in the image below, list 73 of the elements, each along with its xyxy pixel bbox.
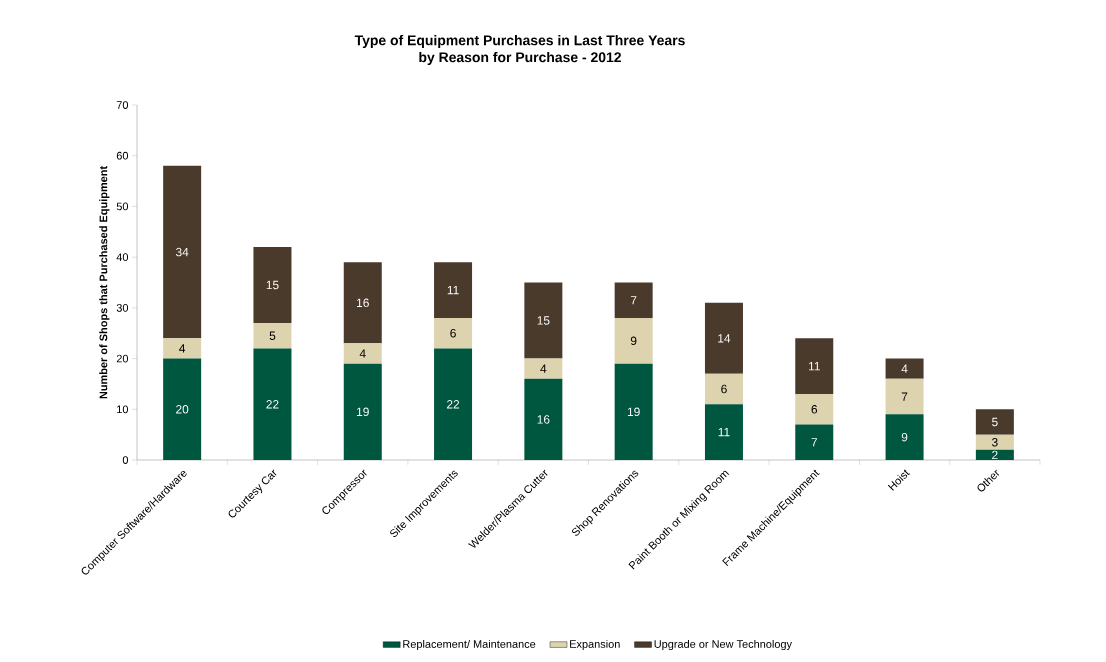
bar xyxy=(795,394,834,425)
data-label: 16 xyxy=(357,298,369,308)
data-label: 2 xyxy=(992,450,998,460)
bar xyxy=(343,343,382,364)
data-label: 6 xyxy=(450,328,456,338)
y-tick-label: 70 xyxy=(116,101,129,109)
y-tick-label: 10 xyxy=(117,405,129,414)
bar xyxy=(614,282,653,318)
data-label: 34 xyxy=(175,247,189,257)
data-label: 6 xyxy=(721,384,727,394)
data-label: 5 xyxy=(992,417,998,427)
bar xyxy=(163,165,202,339)
bar xyxy=(975,449,1014,460)
data-label: 5 xyxy=(269,331,276,340)
bar xyxy=(524,282,563,359)
data-label: 19 xyxy=(357,407,369,417)
data-label: 6 xyxy=(811,405,818,414)
bar xyxy=(614,318,653,364)
data-label: 4 xyxy=(359,349,366,358)
data-label: 19 xyxy=(627,407,640,417)
bar xyxy=(343,363,382,460)
data-label: 22 xyxy=(266,400,279,409)
bar xyxy=(975,409,1014,435)
bar xyxy=(524,358,563,379)
data-label: 15 xyxy=(537,316,550,325)
legend-label: Expansion xyxy=(570,639,620,651)
data-label: 20 xyxy=(176,405,189,414)
bar xyxy=(434,262,473,318)
data-label: 16 xyxy=(537,415,550,424)
legend-label: Upgrade or New Technology xyxy=(654,639,792,651)
data-label: 14 xyxy=(718,334,731,343)
data-label: 9 xyxy=(630,336,637,346)
bar xyxy=(163,358,202,460)
bar xyxy=(704,302,743,374)
bar xyxy=(704,404,743,460)
bar xyxy=(614,363,653,460)
y-tick-label: 20 xyxy=(116,354,129,363)
data-label: 11 xyxy=(447,286,459,295)
chart-title: Type of Equipment Purchases in Last Three Years by Reason for Purchase - 2012 xyxy=(354,35,685,65)
bar xyxy=(434,348,473,460)
data-label: 7 xyxy=(811,438,817,447)
bar xyxy=(253,323,292,349)
y-tick-label: 30 xyxy=(116,303,129,312)
data-label: 9 xyxy=(901,432,908,442)
data-label: 7 xyxy=(630,296,637,305)
data-label: 7 xyxy=(901,392,908,401)
bar xyxy=(885,414,924,460)
data-label: 4 xyxy=(901,364,908,373)
bar xyxy=(253,348,292,460)
data-label: 15 xyxy=(266,280,279,290)
data-label: 4 xyxy=(179,344,186,353)
y-tick-label: 60 xyxy=(116,151,129,160)
y-tick-label: 0 xyxy=(122,456,129,464)
bar xyxy=(524,378,563,460)
bar xyxy=(343,262,382,344)
bar xyxy=(885,378,924,415)
legend-label: Replacement/ Maintenance xyxy=(403,639,536,651)
data-label: 3 xyxy=(991,438,998,447)
data-label: 11 xyxy=(808,362,820,371)
bar xyxy=(975,434,1014,450)
y-tick-label: 50 xyxy=(116,202,129,211)
bar xyxy=(885,358,924,379)
bar xyxy=(253,247,292,324)
bar xyxy=(795,338,834,395)
bar xyxy=(163,338,202,359)
data-label: 22 xyxy=(447,400,460,409)
bar xyxy=(704,373,743,405)
y-axis-title: Number of Shops that Purchased Equipment xyxy=(99,166,110,399)
data-label: 4 xyxy=(540,364,547,373)
bar xyxy=(795,424,834,460)
y-tick-label: 40 xyxy=(116,253,129,262)
bar xyxy=(434,318,473,349)
data-label: 11 xyxy=(718,428,730,437)
